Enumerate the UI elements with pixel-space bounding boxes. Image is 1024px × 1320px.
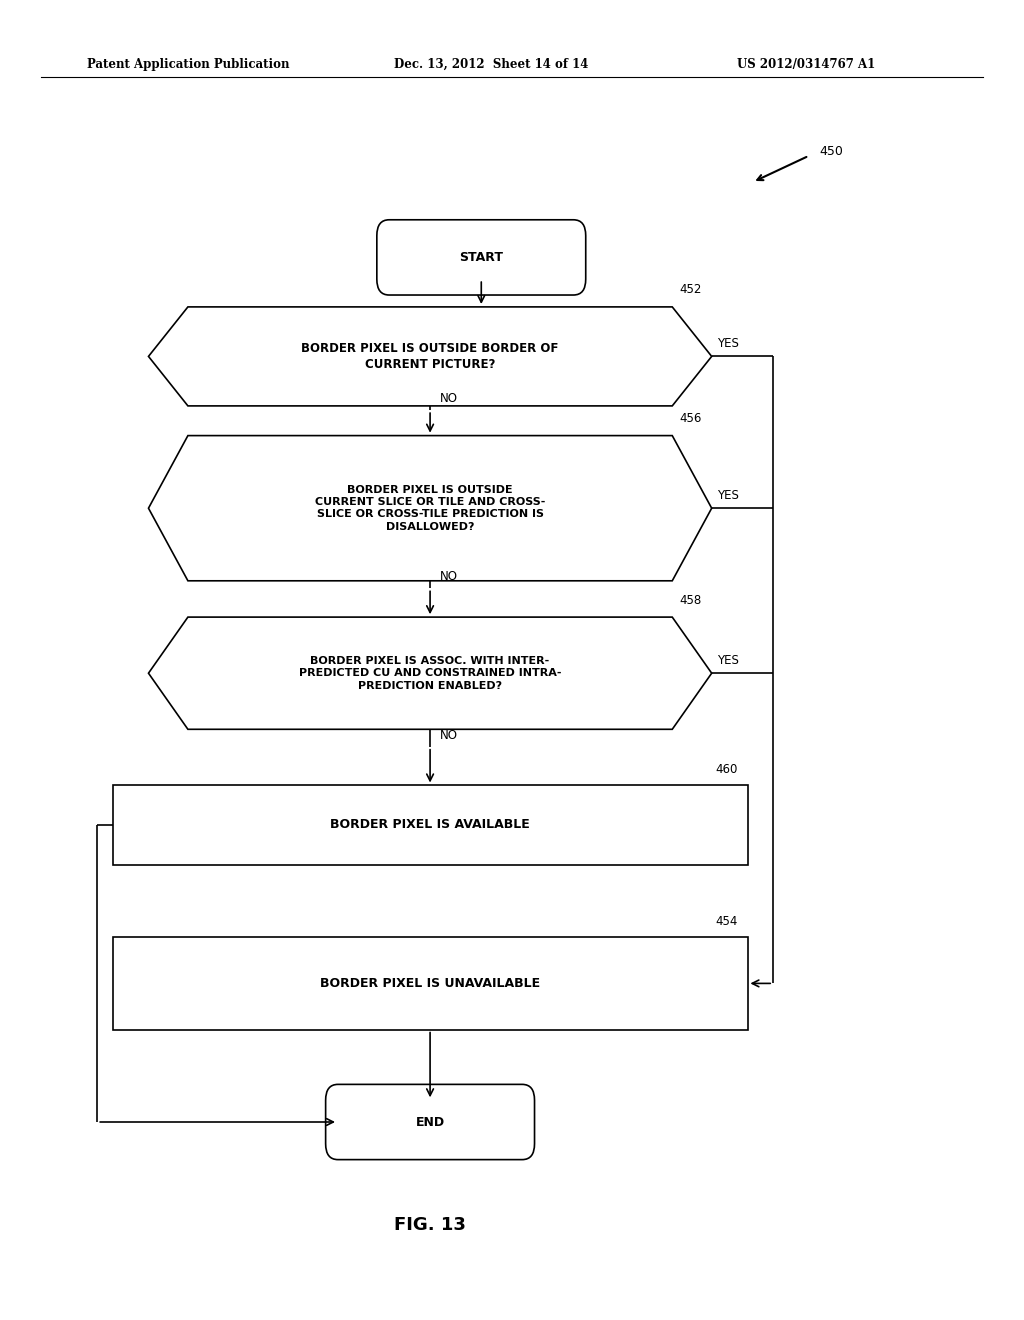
Text: 452: 452 — [679, 284, 701, 297]
Text: 454: 454 — [715, 915, 737, 928]
Text: YES: YES — [717, 488, 738, 502]
Text: YES: YES — [717, 653, 738, 667]
Text: Dec. 13, 2012  Sheet 14 of 14: Dec. 13, 2012 Sheet 14 of 14 — [394, 58, 589, 71]
Text: BORDER PIXEL IS ASSOC. WITH INTER-
PREDICTED CU AND CONSTRAINED INTRA-
PREDICTIO: BORDER PIXEL IS ASSOC. WITH INTER- PREDI… — [299, 656, 561, 690]
Text: BORDER PIXEL IS UNAVAILABLE: BORDER PIXEL IS UNAVAILABLE — [321, 977, 540, 990]
Text: BORDER PIXEL IS OUTSIDE BORDER OF
CURRENT PICTURE?: BORDER PIXEL IS OUTSIDE BORDER OF CURREN… — [301, 342, 559, 371]
Text: Patent Application Publication: Patent Application Publication — [87, 58, 290, 71]
Text: 450: 450 — [819, 145, 843, 158]
Text: 458: 458 — [679, 594, 701, 607]
Bar — [113, 937, 748, 1030]
Bar — [113, 785, 748, 865]
Polygon shape — [148, 618, 712, 729]
Text: END: END — [416, 1115, 444, 1129]
Text: FIG. 13: FIG. 13 — [394, 1216, 466, 1234]
FancyBboxPatch shape — [377, 219, 586, 296]
Text: BORDER PIXEL IS AVAILABLE: BORDER PIXEL IS AVAILABLE — [330, 818, 530, 832]
Text: NO: NO — [440, 729, 459, 742]
FancyBboxPatch shape — [326, 1085, 535, 1159]
Text: BORDER PIXEL IS OUTSIDE
CURRENT SLICE OR TILE AND CROSS-
SLICE OR CROSS-TILE PRE: BORDER PIXEL IS OUTSIDE CURRENT SLICE OR… — [315, 484, 545, 532]
Text: 460: 460 — [715, 763, 737, 776]
Polygon shape — [148, 436, 712, 581]
Text: NO: NO — [440, 570, 459, 583]
Text: NO: NO — [440, 392, 459, 405]
Text: YES: YES — [717, 337, 738, 350]
Text: US 2012/0314767 A1: US 2012/0314767 A1 — [737, 58, 876, 71]
Text: START: START — [460, 251, 503, 264]
Text: 456: 456 — [679, 412, 701, 425]
Polygon shape — [148, 308, 712, 407]
